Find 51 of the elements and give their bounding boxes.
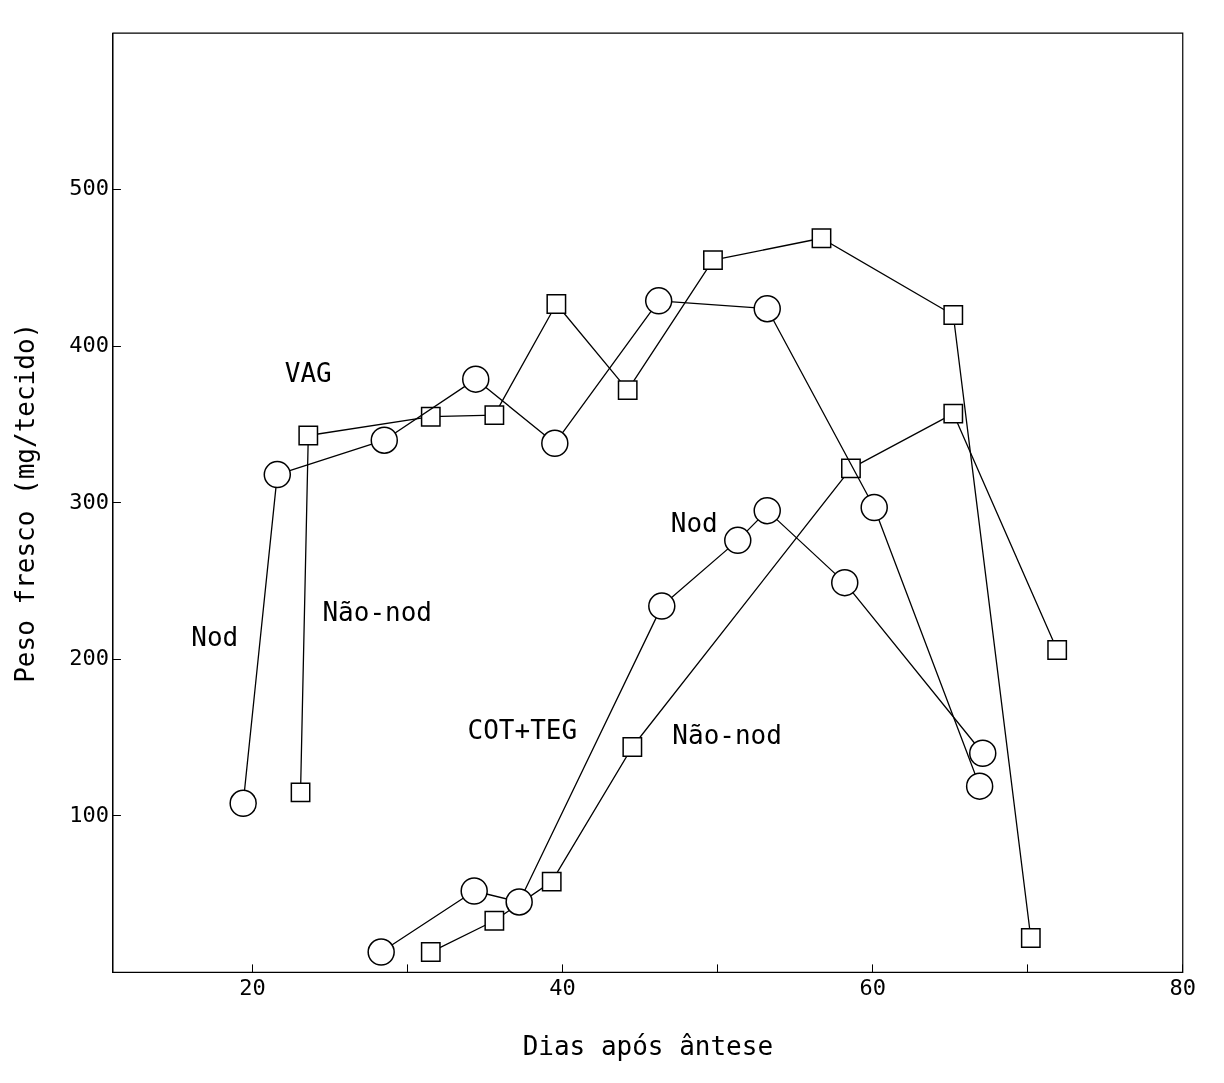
y-tick-label: 500: [69, 175, 109, 201]
point: [541, 429, 569, 458]
point: [484, 910, 505, 931]
x-axis-title: Dias após ântese: [522, 1031, 774, 1062]
point: [644, 287, 673, 315]
point: [703, 250, 723, 271]
point: [724, 526, 752, 555]
point: [860, 493, 888, 522]
point: [969, 739, 997, 767]
x-tick-label: 60: [859, 975, 886, 1001]
point: [263, 460, 292, 489]
series-label: Nod: [191, 621, 239, 652]
series-label: Não-nod: [672, 719, 782, 750]
series-label: Não-nod: [322, 596, 432, 627]
point: [622, 737, 643, 757]
point: [367, 938, 395, 966]
point: [811, 228, 832, 249]
y-tick-label: 100: [69, 801, 109, 827]
point: [484, 405, 505, 426]
point: [753, 496, 781, 525]
point: [541, 871, 562, 892]
point: [841, 458, 861, 479]
point: [617, 380, 638, 401]
series-label: Nod: [670, 508, 718, 539]
point: [461, 365, 490, 393]
point: [753, 294, 781, 323]
point: [420, 942, 441, 962]
x-tick-label: 80: [1169, 975, 1196, 1001]
y-tick-label: 400: [69, 331, 109, 357]
annotation: COT+TEG: [467, 714, 578, 745]
x-tick-label: 20: [239, 975, 266, 1001]
y-tick-label: 200: [69, 645, 109, 671]
point: [943, 305, 964, 325]
y-axis-title: Peso fresco (mg/tecido): [10, 322, 41, 683]
y-tick-label: 300: [69, 488, 109, 514]
point: [1047, 640, 1068, 660]
point: [965, 772, 994, 800]
point: [290, 782, 311, 803]
x-tick-label: 40: [549, 975, 576, 1001]
annotation: VAG: [284, 358, 332, 389]
point: [298, 425, 319, 446]
point: [505, 888, 533, 916]
point: [943, 403, 964, 424]
point: [831, 568, 859, 597]
point: [648, 592, 676, 620]
point: [420, 406, 441, 427]
point: [229, 789, 257, 818]
point: [1020, 928, 1041, 948]
point: [460, 877, 488, 905]
point: [546, 294, 567, 314]
point: [370, 426, 399, 454]
